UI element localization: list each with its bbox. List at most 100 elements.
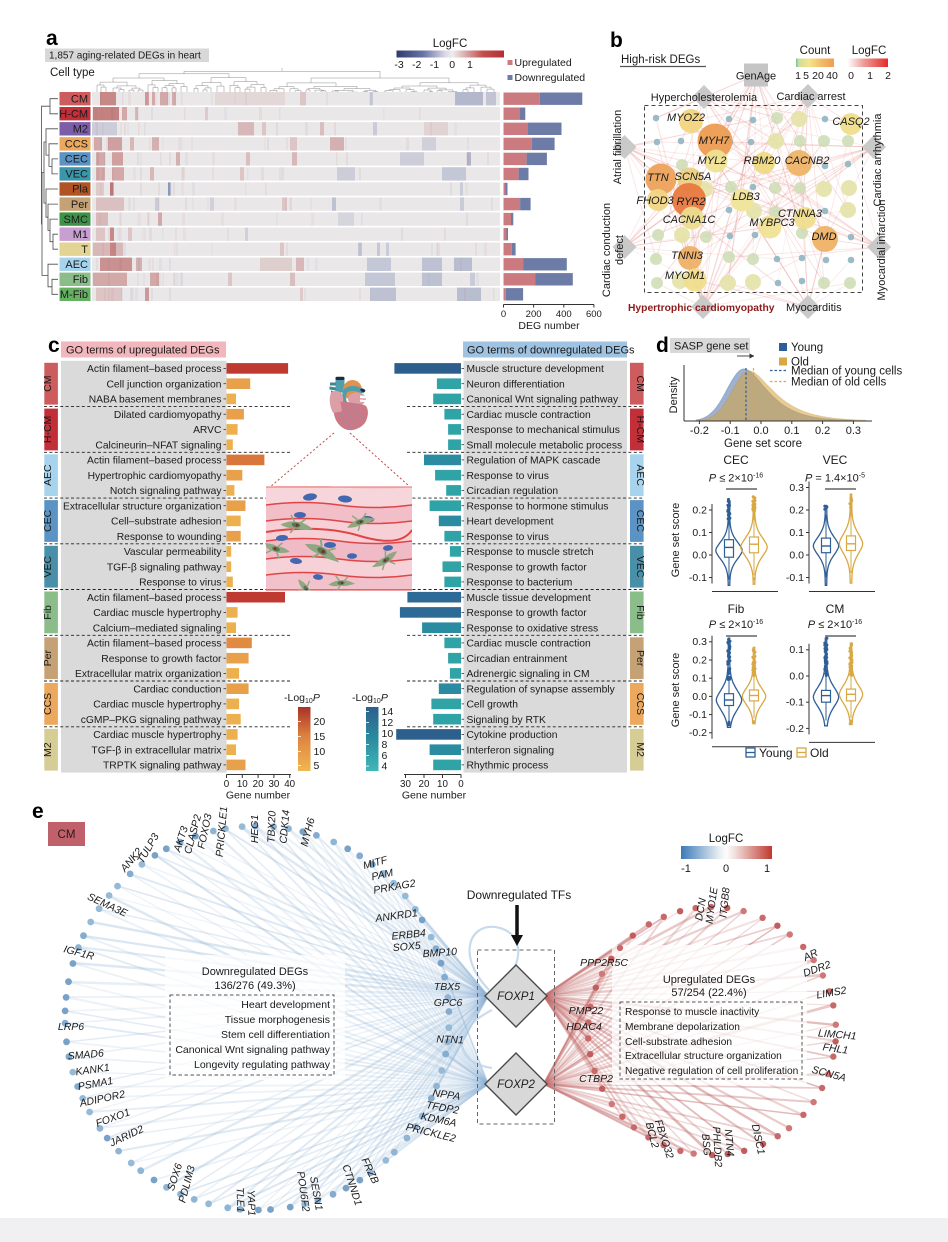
svg-text:Upregulated: Upregulated [515, 57, 572, 69]
svg-text:20: 20 [812, 70, 824, 82]
svg-text:Actin filament–based process: Actin filament–based process [87, 593, 222, 604]
svg-text:1: 1 [867, 70, 873, 82]
svg-text:0.2: 0.2 [789, 504, 804, 516]
svg-text:0.0: 0.0 [692, 549, 707, 561]
svg-text:0: 0 [458, 779, 464, 790]
svg-text:-0.2: -0.2 [689, 727, 707, 739]
svg-text:VEC: VEC [42, 555, 54, 577]
svg-text:GO terms of downregulated DEGs: GO terms of downregulated DEGs [467, 345, 635, 357]
svg-text:High-risk DEGs: High-risk DEGs [621, 54, 700, 66]
svg-text:Response to growth factor: Response to growth factor [101, 654, 222, 665]
svg-text:CM: CM [71, 93, 88, 105]
svg-text:TLE1: TLE1 [234, 1187, 247, 1213]
svg-text:0.3: 0.3 [846, 425, 861, 437]
svg-text:0: 0 [449, 59, 455, 71]
svg-text:e: e [32, 800, 44, 823]
svg-text:1: 1 [467, 59, 473, 71]
svg-text:Response to growth factor: Response to growth factor [467, 562, 588, 573]
svg-text:H-CM: H-CM [634, 416, 646, 443]
svg-text:VEC: VEC [65, 169, 88, 181]
svg-text:cGMP–PKG signaling pathway: cGMP–PKG signaling pathway [81, 715, 223, 726]
svg-text:Downregulated: Downregulated [515, 72, 586, 84]
svg-text:-0.1: -0.1 [786, 697, 804, 709]
svg-text:14: 14 [382, 706, 394, 718]
svg-text:Cardiac conduction: Cardiac conduction [133, 684, 221, 695]
svg-text:AEC: AEC [65, 259, 88, 271]
svg-text:1: 1 [764, 863, 770, 875]
svg-text:Dilated cardiomyopathy: Dilated cardiomyopathy [114, 410, 222, 421]
svg-text:-0.1: -0.1 [689, 709, 707, 721]
svg-text:RYR2: RYR2 [677, 196, 706, 208]
svg-text:Regulation of MAPK cascade: Regulation of MAPK cascade [467, 456, 601, 467]
svg-text:20: 20 [419, 779, 430, 790]
svg-text:Cell–substrate adhesion: Cell–substrate adhesion [111, 517, 222, 528]
svg-text:TTN: TTN [647, 172, 668, 184]
svg-text:Response to muscle stretch: Response to muscle stretch [467, 547, 594, 558]
svg-text:DMD: DMD [811, 231, 836, 243]
svg-text:GO terms of upregulated DEGs: GO terms of upregulated DEGs [66, 345, 220, 357]
svg-text:FOXP1: FOXP1 [497, 991, 535, 1003]
svg-text:Gene set score: Gene set score [670, 653, 682, 728]
svg-text:P ≤ 2×10-16: P ≤ 2×10-16 [808, 619, 863, 631]
svg-text:LIMCH1: LIMCH1 [818, 1027, 857, 1042]
svg-text:0.2: 0.2 [815, 425, 830, 437]
svg-text:136/276 (49.3%): 136/276 (49.3%) [214, 980, 295, 992]
svg-text:TFDP2: TFDP2 [425, 1099, 460, 1117]
svg-text:RBM20: RBM20 [744, 155, 782, 167]
svg-text:Old: Old [810, 746, 829, 760]
svg-text:Density: Density [668, 376, 680, 413]
svg-text:Response to virus: Response to virus [467, 471, 549, 482]
svg-text:-2: -2 [412, 59, 421, 71]
svg-text:Regulation of synapse assembly: Regulation of synapse assembly [467, 684, 616, 695]
svg-text:BMP10: BMP10 [422, 946, 457, 960]
svg-text:5: 5 [803, 70, 809, 82]
svg-text:H-CM: H-CM [42, 416, 54, 443]
svg-text:Gene number: Gene number [226, 790, 291, 802]
svg-text:1,857 aging-related DEGs in he: 1,857 aging-related DEGs in heart [49, 51, 201, 62]
svg-text:0.0: 0.0 [692, 691, 707, 703]
svg-text:CCS: CCS [634, 693, 646, 715]
svg-text:MYH7: MYH7 [699, 135, 730, 147]
svg-text:-Log10P: -Log10P [284, 692, 320, 705]
svg-text:Tissue morphogenesis: Tissue morphogenesis [225, 1014, 330, 1026]
svg-text:0.1: 0.1 [784, 425, 799, 437]
svg-text:PHLDB2: PHLDB2 [710, 1126, 724, 1168]
svg-text:CCS: CCS [42, 693, 54, 715]
svg-text:GPC6: GPC6 [434, 997, 463, 1009]
svg-text:Cardiac arrest: Cardiac arrest [776, 91, 845, 103]
svg-text:defect: defect [614, 235, 626, 265]
svg-text:0.2: 0.2 [692, 504, 707, 516]
svg-text:MYL2: MYL2 [698, 155, 727, 167]
svg-text:Median of young cells: Median of young cells [791, 366, 902, 378]
svg-text:NABA basement membranes: NABA basement membranes [89, 395, 222, 406]
svg-text:SOX5: SOX5 [392, 940, 421, 954]
svg-text:12: 12 [382, 717, 394, 729]
svg-text:Cell junction organization: Cell junction organization [106, 379, 221, 390]
svg-text:H-CM: H-CM [59, 109, 88, 121]
svg-text:P ≤ 2×10-16: P ≤ 2×10-16 [709, 473, 764, 485]
svg-text:Actin filament–based process: Actin filament–based process [87, 364, 222, 375]
svg-text:M2: M2 [42, 742, 54, 757]
svg-text:Myocardial infarction: Myocardial infarction [876, 200, 888, 301]
svg-text:0.3: 0.3 [789, 482, 804, 494]
svg-text:Heart development: Heart development [467, 517, 554, 528]
svg-text:Pla: Pla [72, 184, 89, 196]
svg-text:CEC: CEC [42, 509, 54, 532]
svg-text:a: a [46, 27, 58, 50]
svg-text:FOXP2: FOXP2 [497, 1079, 535, 1091]
svg-text:6: 6 [382, 750, 388, 762]
svg-text:b: b [610, 29, 623, 52]
svg-text:Gene set score: Gene set score [724, 438, 802, 450]
svg-text:FHL1: FHL1 [822, 1041, 849, 1056]
svg-text:Negative regulation of cell pr: Negative regulation of cell proliferatio… [625, 1066, 798, 1077]
svg-text:M-Fib: M-Fib [60, 289, 88, 301]
svg-text:HDAC4: HDAC4 [566, 1021, 602, 1033]
svg-text:600: 600 [586, 309, 602, 320]
svg-text:0: 0 [723, 863, 729, 875]
svg-text:0.1: 0.1 [692, 673, 707, 685]
svg-text:CEC: CEC [723, 453, 749, 467]
svg-text:0.0: 0.0 [789, 670, 804, 682]
svg-text:TGF-β signaling pathway: TGF-β signaling pathway [107, 562, 223, 573]
svg-text:CTNNA3: CTNNA3 [778, 208, 823, 220]
svg-text:Young: Young [759, 746, 793, 760]
